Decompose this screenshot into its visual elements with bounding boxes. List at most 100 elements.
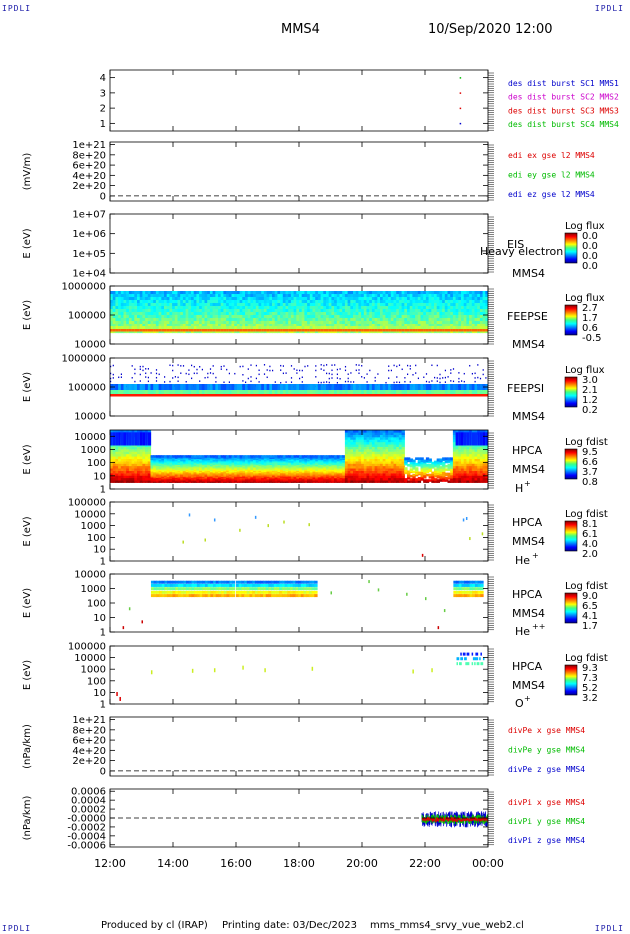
colorbar [564,304,578,336]
instrument-label: FEEPSE [507,310,548,323]
ytick-label: 1 [100,557,106,568]
spacecraft-label: MMS4 [512,410,545,423]
colorbar-label: 2.1 [582,385,598,396]
instrument-label: HPCA [512,444,543,457]
colorbar [564,664,578,696]
ytick-label: 3 [100,88,106,99]
colorbar-label: 0.0 [582,261,598,272]
colorbar [564,448,578,480]
legend-entry: des dist burst SC1 MMS1 [508,79,619,88]
corner-label-bottom-left: IPDLI [2,924,32,933]
panel-frame [109,213,489,274]
legend-entry: divPi x gse MMS4 [508,798,585,807]
ytick-label: 0.0004 [71,796,106,807]
overlay-text: Heavy electron tc [480,245,577,258]
y-axis-label: E (eV) [22,300,33,330]
colorbar-label: 7.3 [582,673,598,684]
ytick-label: -0.0006 [67,840,106,851]
ytick-label: 100 [87,676,106,687]
colorbar-title: Log flux [565,293,605,304]
legend-entry: des dist burst SC4 MMS4 [508,120,619,129]
ytick-label: 10 [93,545,106,556]
legend-entry: divPi z gse MMS4 [508,836,585,845]
ytick-label: 1000 [81,665,106,676]
ytick-label: 100000 [68,498,106,509]
ytick-label: 1 [100,485,106,496]
ytick-label: 1000000 [61,282,106,293]
colorbar-label: 6.5 [582,601,598,612]
colorbar-label: 6.1 [582,529,598,540]
colorbar-label: 1.7 [582,313,598,324]
time-tick-label: 18:00 [283,857,315,870]
burst-marker-1 [459,92,462,94]
ytick-label: 4 [100,73,106,84]
colorbar-label: 0.0 [582,231,598,242]
legend-entry: divPi y gse MMS4 [508,817,585,826]
colorbar-title: Log fdist [565,509,608,520]
instrument-label: FEEPSI [507,382,544,395]
heatmap-hpca_h [110,430,488,483]
instrument-label: HPCA [512,660,543,673]
species-label: He [515,554,530,567]
colorbar-label: 2.7 [582,303,598,314]
corner-label-top-right: IPDLI [594,4,624,13]
ytick-label: 1e+21 [72,715,106,726]
y-axis-label: E (eV) [22,660,33,690]
spacecraft-label: MMS4 [512,679,545,692]
ytick-label: 10000 [74,432,106,443]
ytick-label: 100000 [68,642,106,653]
legend-entry: edi ex gse l2 MMS4 [508,151,595,160]
legend-entry: divPe z gse MMS4 [508,765,585,774]
colorbar-label: 1.7 [582,621,598,632]
y-axis-label: (mV/m) [22,153,33,191]
colorbar-label: 1.2 [582,395,598,406]
panel-feepse: 1000000 100000 10000 E (eV) FEEPSE MMS4 Log fl… [22,282,605,352]
panel-frame [109,645,489,705]
y-axis-label: E (eV) [22,588,33,618]
ytick-label: 100 [87,533,106,544]
heatmap-feepsi [110,364,488,397]
ytick-label: 4e+20 [72,746,106,757]
colorbar-label: 4.0 [582,539,598,550]
y-axis-label: E (eV) [22,444,33,474]
colorbar-label: 6.6 [582,457,598,468]
divpi-series-2 [421,816,489,823]
colorbar-title: Log fdist [565,437,608,448]
ytick-label: 10000 [74,340,106,351]
species-label: O [515,697,524,710]
colorbar-label: 9.0 [582,591,598,602]
y-axis-label: (nPa/km) [22,796,33,841]
colorbar-label: 0.0 [582,251,598,262]
panel-feepsi: 1000000 100000 10000 E (eV) FEEPSI MMS4 Log fl… [22,354,605,424]
ytick-label: 10000 [74,509,106,520]
spacecraft-label: MMS4 [512,607,545,620]
ytick-label: 0 [100,766,106,777]
ytick-label: 0.0002 [71,805,106,816]
colorbar-label: 9.5 [582,447,598,458]
datetime-title: 10/Sep/2020 12:00 [428,22,553,37]
legend-entry: des dist burst SC3 MMS3 [508,106,619,115]
ytick-label: 10 [93,688,106,699]
colorbar-label: 3.0 [582,375,598,386]
ytick-label: 10000 [74,653,106,664]
ytick-label: 1 [100,628,106,639]
legend-entry: des dist burst SC2 MMS2 [508,93,619,102]
instrument-label: HPCA [512,588,543,601]
colorbar-title: Log flux [565,365,605,376]
colorbar-label: 4.1 [582,611,598,622]
time-tick-label: 16:00 [220,857,252,870]
ytick-label: 2 [100,104,106,115]
legend-entry: edi ez gse l2 MMS4 [508,190,595,199]
colorbar-label: 3.7 [582,467,598,478]
ytick-label: 1000 [81,445,106,456]
species-label: He [515,625,530,638]
colorbar-label: 0.6 [582,323,598,334]
ytick-label: 1e+04 [72,269,106,280]
ytick-label: 1e+05 [72,249,106,260]
ytick-label: 8e+20 [72,725,106,736]
y-axis-label: E (eV) [22,516,33,546]
footer-file-name: mms_mms4_srvy_vue_web2.cl [370,920,524,931]
panel-divpi: 0.00060.00040.0002-0.0000-0.0002-0.0004-… [22,787,585,852]
